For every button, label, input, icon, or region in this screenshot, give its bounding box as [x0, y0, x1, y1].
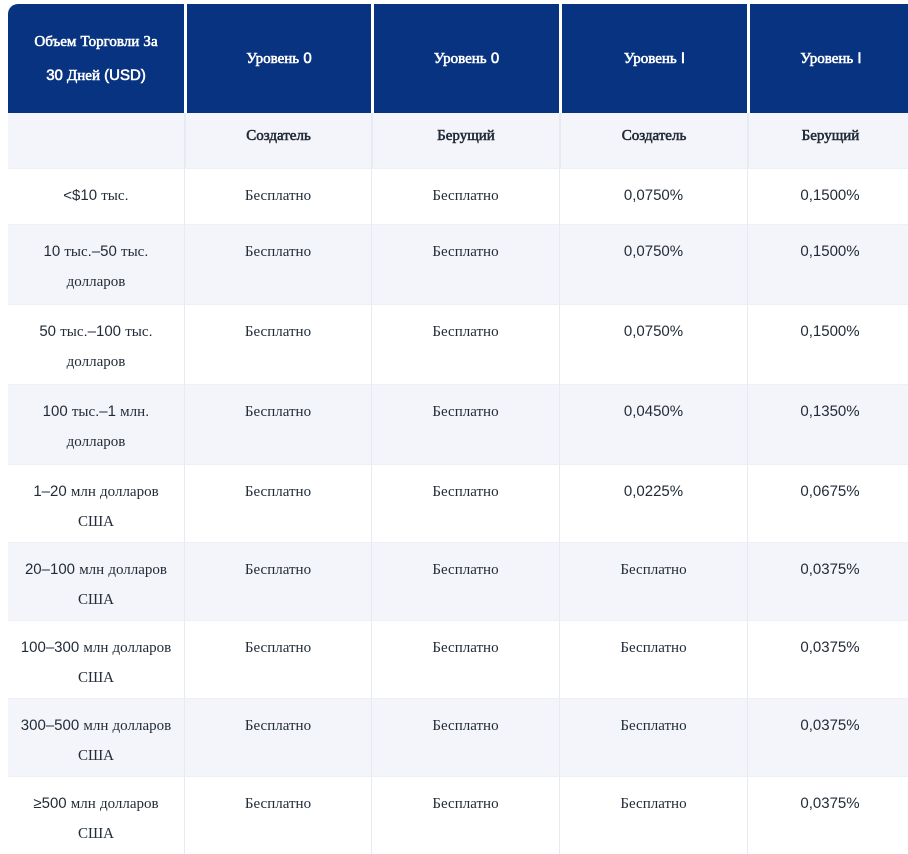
fee-cell: Бесплатно: [559, 620, 747, 698]
fee-cell: Бесплатно: [184, 620, 371, 698]
header-level0-taker: Уровень 0: [371, 4, 559, 113]
table-row: 300–500 млн долларов США Бесплатно Беспл…: [8, 698, 908, 776]
fee-cell: Бесплатно: [371, 304, 559, 384]
fee-cell: 0,0675%: [747, 464, 908, 542]
volume-cell: <$10 тыс.: [8, 168, 184, 224]
fee-cell: 0,0225%: [559, 464, 747, 542]
volume-cell: 100–300 млн долларов США: [8, 620, 184, 698]
fee-cell: 0,0750%: [559, 168, 747, 224]
header-row: Объем Торговли За 30 Дней (USD) Уровень …: [8, 4, 908, 113]
fee-cell: 0,1500%: [747, 304, 908, 384]
fee-cell: 0,0375%: [747, 698, 908, 776]
header-level1-taker: Уровень I: [747, 4, 908, 113]
table-row: 100 тыс.–1 млн. долларов Бесплатно Беспл…: [8, 384, 908, 464]
fee-cell: Бесплатно: [371, 776, 559, 854]
subheader-empty-cell: [8, 113, 184, 168]
fee-cell: Бесплатно: [184, 304, 371, 384]
volume-cell: 100 тыс.–1 млн. долларов: [8, 384, 184, 464]
header-volume-line1: Объем Торговли За: [34, 32, 158, 50]
fee-cell: Бесплатно: [371, 698, 559, 776]
fee-cell: Бесплатно: [184, 464, 371, 542]
fee-cell: Бесплатно: [559, 542, 747, 620]
fee-cell: 0,0750%: [559, 304, 747, 384]
table-row: 1–20 млн долларов США Бесплатно Бесплатн…: [8, 464, 908, 542]
fee-cell: 0,0375%: [747, 620, 908, 698]
fee-cell: Бесплатно: [184, 168, 371, 224]
fee-cell: Бесплатно: [371, 384, 559, 464]
fee-cell: 0,1500%: [747, 224, 908, 304]
volume-cell: ≥500 млн долларов США: [8, 776, 184, 854]
subheader-role-cell: Берущий: [747, 113, 908, 168]
subheader-row: Создатель Берущий Создатель Берущий: [8, 113, 908, 168]
subheader-role-cell: Создатель: [184, 113, 371, 168]
header-volume-line2: 30 Дней (USD): [46, 66, 146, 84]
fee-cell: 0,0450%: [559, 384, 747, 464]
trading-fee-table: Объем Торговли За 30 Дней (USD) Уровень …: [8, 4, 908, 854]
fee-cell: Бесплатно: [559, 698, 747, 776]
table-row: 10 тыс.–50 тыс. долларов Бесплатно Беспл…: [8, 224, 908, 304]
subheader-role-cell: Создатель: [559, 113, 747, 168]
volume-cell: 300–500 млн долларов США: [8, 698, 184, 776]
fee-cell: 0,0375%: [747, 542, 908, 620]
subheader-role-cell: Берущий: [371, 113, 559, 168]
fee-cell: Бесплатно: [184, 698, 371, 776]
volume-cell: 20–100 млн долларов США: [8, 542, 184, 620]
header-level0-maker: Уровень 0: [184, 4, 371, 113]
fee-cell: Бесплатно: [184, 776, 371, 854]
fee-cell: 0,1500%: [747, 168, 908, 224]
fee-cell: Бесплатно: [371, 464, 559, 542]
table-row: 50 тыс.–100 тыс. долларов Бесплатно Бесп…: [8, 304, 908, 384]
fee-cell: Бесплатно: [371, 620, 559, 698]
fee-cell: Бесплатно: [184, 384, 371, 464]
fee-cell: Бесплатно: [184, 224, 371, 304]
table-row: 20–100 млн долларов США Бесплатно Беспла…: [8, 542, 908, 620]
fee-cell: Бесплатно: [371, 224, 559, 304]
header-volume: Объем Торговли За 30 Дней (USD): [8, 4, 184, 113]
fee-cell: Бесплатно: [371, 542, 559, 620]
table-row: <$10 тыс. Бесплатно Бесплатно 0,0750% 0,…: [8, 168, 908, 224]
table-row: 100–300 млн долларов США Бесплатно Беспл…: [8, 620, 908, 698]
fee-cell: Бесплатно: [559, 776, 747, 854]
volume-cell: 50 тыс.–100 тыс. долларов: [8, 304, 184, 384]
fee-cell: Бесплатно: [184, 542, 371, 620]
table-row: ≥500 млн долларов США Бесплатно Бесплатн…: [8, 776, 908, 854]
volume-cell: 1–20 млн долларов США: [8, 464, 184, 542]
fee-cell: 0,0375%: [747, 776, 908, 854]
volume-cell: 10 тыс.–50 тыс. долларов: [8, 224, 184, 304]
fee-cell: 0,0750%: [559, 224, 747, 304]
header-level1-maker: Уровень I: [559, 4, 747, 113]
fee-cell: 0,1350%: [747, 384, 908, 464]
fee-cell: Бесплатно: [371, 168, 559, 224]
